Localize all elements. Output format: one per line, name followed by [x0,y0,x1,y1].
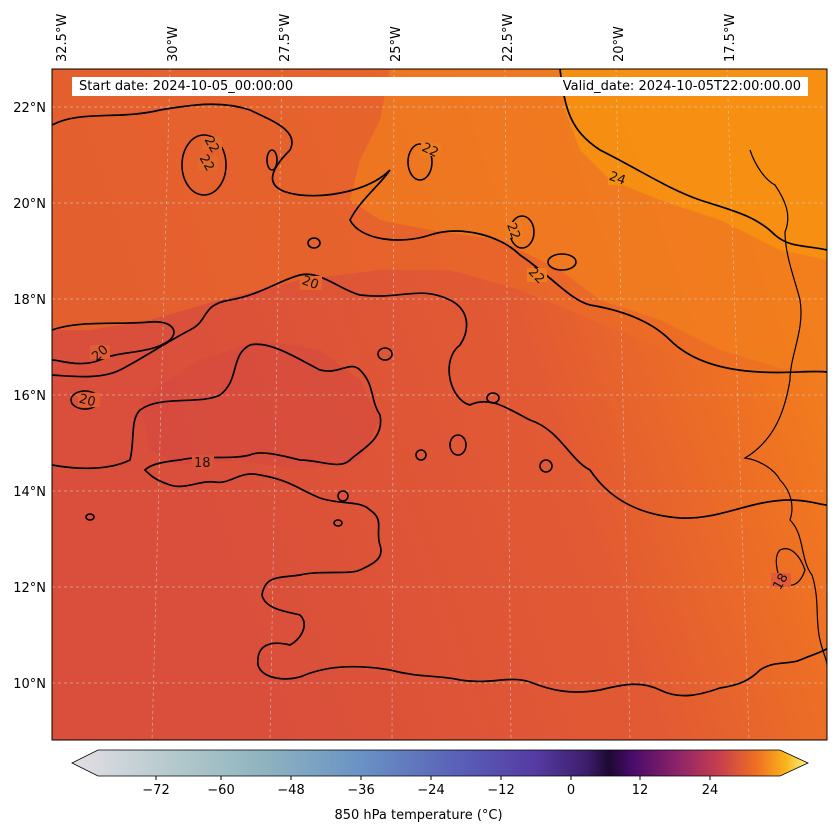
coastline [743,149,827,666]
contour-loop [333,519,343,527]
contour-label: 22 [201,134,222,156]
contour-label: 22 [419,140,440,161]
valid-date-label: Valid_date: 2024-10-05T22:00:00.00 [562,79,801,94]
colorbar-tick-label: −24 [417,783,444,798]
temperature-band-24 [560,69,827,260]
colorbar-tick-label: −60 [207,783,234,798]
temperature-cool-patch [140,340,380,470]
contour-label: 24 [607,169,628,189]
colorbar-ticks [155,776,711,780]
colorbar: −72 −60 −48 −36 −24 −12 0 12 24 [71,749,809,798]
graticule [52,69,827,740]
contour-loop [407,143,433,181]
contour-label: 22 [503,221,523,242]
contour-loop [337,490,349,502]
gridline-lon [615,69,631,740]
contour-label-bg [300,276,322,290]
gridline-lon [504,69,512,740]
info-bar: Start date: 2024-10-05_00:00:00 Valid_da… [72,77,808,96]
contour-loop [539,459,553,473]
lat-label: 18°N [13,293,46,308]
gridline-lon [391,69,395,740]
contour-loop [85,513,95,521]
contour-loop [449,434,467,456]
contour-label-bg [771,573,791,587]
colorbar-tick-label: 12 [632,783,649,798]
contour-lines [52,69,827,697]
contour-label-bg [608,171,630,185]
contour-loop [547,253,577,271]
lon-label: 30°W [166,26,181,62]
map-panel: 22 22 22 22 22 24 20 20 20 18 18 [52,69,827,740]
lat-label: 12°N [13,581,46,596]
contour-label: 18 [194,456,211,471]
contour-loop [486,392,500,404]
contour-22-main [52,103,827,374]
colorbar-tick-label: 24 [702,783,719,798]
lat-label: 10°N [13,677,46,692]
start-date-label: Start date: 2024-10-05_00:00:00 [79,79,294,94]
lon-label: 22.5°W [501,14,516,62]
colorbar-body [71,749,809,777]
contour-label-bg [198,157,218,170]
map-frame [51,68,828,741]
lat-label: 22°N [13,101,46,116]
lat-label: 20°N [13,197,46,212]
contour-label-bg [421,143,441,156]
lat-label: 14°N [13,485,46,500]
contour-label-bg [192,455,214,469]
contour-label-bg [527,268,547,282]
contour-20-west [52,320,175,365]
contour-label-bg [505,222,523,238]
contour-islands [70,134,577,527]
contour-loop [266,149,278,171]
islands-coastline [775,548,806,586]
colorbar-tick-labels: −72 −60 −48 −36 −24 −12 0 12 24 [142,783,718,798]
latitude-labels: 22°N 20°N 18°N 16°N 14°N 12°N 10°N [13,101,46,692]
africa-coastline [743,149,827,666]
lon-label: 17.5°W [723,14,738,62]
contour-label: 18 [770,571,791,593]
contour-loop [415,449,427,461]
colorbar-tick-label: −36 [347,783,374,798]
contour-label: 22 [196,152,217,174]
contour-label-bg [90,345,110,359]
colorbar-tick-label: −48 [277,783,304,798]
contour-24 [559,69,827,251]
gridline-lon [151,69,171,740]
contour-18-main [52,343,827,697]
contour-label-bg [78,393,100,407]
gridline-lon [726,69,750,740]
colorbar-tick-label: 0 [567,783,575,798]
contour-label-bg [202,137,222,150]
lon-label: 25°W [389,26,404,62]
longitude-labels: 32.5°W 30°W 27.5°W 25°W 22.5°W 20°W 17.5… [55,14,738,62]
contour-label: 20 [77,392,97,411]
colorbar-tick-label: −12 [487,783,514,798]
contour-loop [307,237,321,249]
contour-loop [181,134,227,196]
contour-20-main [52,273,827,519]
lon-label: 32.5°W [55,14,70,62]
lon-label: 27.5°W [278,14,293,62]
colorbar-tick-label: −72 [142,783,169,798]
contour-label: 20 [300,273,321,293]
gridline-lon [269,69,283,740]
lat-label: 16°N [13,389,46,404]
contour-label-group: 22 22 22 22 22 24 20 20 20 18 18 [77,134,791,593]
lon-label: 20°W [612,26,627,62]
contour-loop [377,347,393,361]
colorbar-title: 850 hPa temperature (°C) [334,808,503,823]
